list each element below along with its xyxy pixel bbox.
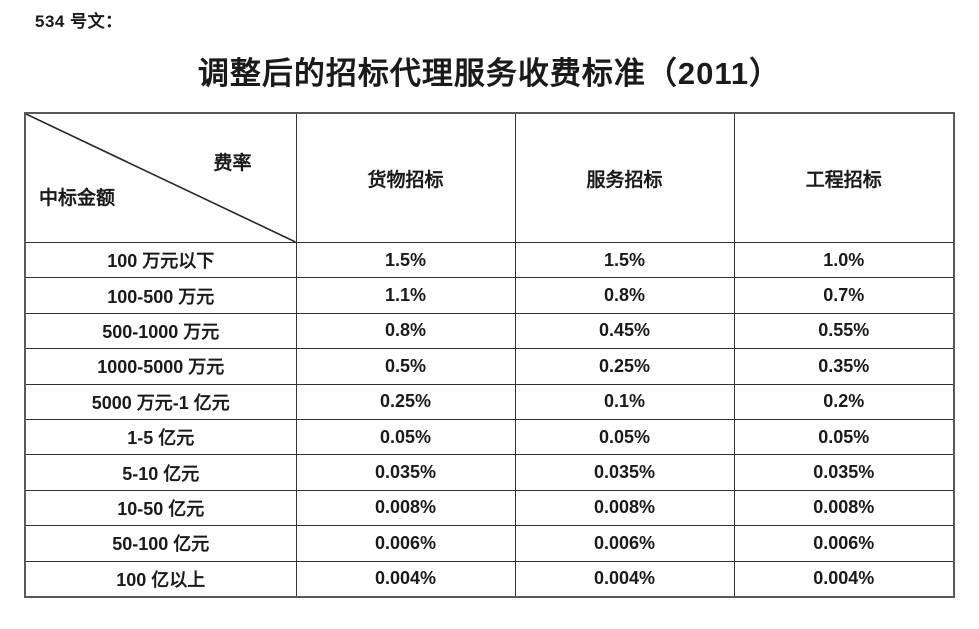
rate-cell: 0.035%: [514, 454, 735, 491]
rate-cell: 0.05%: [514, 418, 735, 456]
amount-range-cell: 100 万元以下: [24, 241, 297, 279]
column-header-goods-tender: 货物招标: [295, 112, 516, 243]
table-row: 10-50 亿元 0.008% 0.008% 0.008%: [24, 489, 955, 527]
amount-range-cell: 100-500 万元: [24, 277, 297, 314]
rate-cell: 1.5%: [514, 241, 735, 279]
rate-cell: 0.55%: [733, 312, 955, 350]
amount-range-cell: 50-100 亿元: [24, 525, 297, 562]
rate-cell: 0.008%: [733, 489, 955, 527]
rate-cell: 0.45%: [514, 312, 735, 350]
rate-cell: 0.2%: [733, 383, 955, 420]
rate-cell: 0.004%: [514, 560, 735, 598]
rate-cell: 0.8%: [514, 277, 735, 314]
rate-cell: 0.1%: [514, 383, 735, 420]
amount-range-cell: 1-5 亿元: [24, 418, 297, 456]
doc-number-label: 534 号文：: [35, 12, 123, 31]
table-row: 1000-5000 万元 0.5% 0.25% 0.35%: [24, 348, 955, 385]
column-header-engineering-tender: 工程招标: [733, 112, 955, 243]
table-row: 1-5 亿元 0.05% 0.05% 0.05%: [24, 418, 955, 456]
rate-cell: 0.006%: [514, 525, 735, 562]
table-row: 5-10 亿元 0.035% 0.035% 0.035%: [24, 454, 955, 491]
diagonal-divider-line: [26, 114, 296, 242]
diagonal-header-cell: 费率 中标金额: [24, 112, 297, 243]
header-row: 费率 中标金额 货物招标 服务招标 工程招标: [24, 112, 955, 243]
amount-axis-label: 中标金额: [39, 188, 116, 209]
rate-cell: 0.5%: [295, 348, 516, 385]
column-header-service-tender: 服务招标: [514, 112, 735, 243]
table-header: 费率 中标金额 货物招标 服务招标 工程招标: [24, 112, 955, 243]
fee-rate-table: 费率 中标金额 货物招标 服务招标 工程招标 100 万元以下 1.5% 1.5…: [24, 112, 955, 598]
amount-range-cell: 10-50 亿元: [24, 489, 297, 527]
table-row: 5000 万元-1 亿元 0.25% 0.1% 0.2%: [24, 383, 955, 420]
rate-cell: 0.006%: [295, 525, 516, 562]
rate-cell: 0.25%: [295, 383, 516, 420]
page-title: 调整后的招标代理服务收费标准（2011）: [197, 56, 782, 91]
rate-cell: 0.35%: [733, 348, 955, 385]
rate-cell: 1.1%: [295, 277, 516, 314]
rate-cell: 0.008%: [295, 489, 516, 527]
rate-cell: 0.8%: [295, 312, 516, 350]
rate-cell: 0.004%: [295, 560, 516, 598]
rate-cell: 0.035%: [733, 454, 955, 491]
rate-cell: 1.0%: [733, 241, 955, 279]
rate-cell: 0.035%: [295, 454, 516, 491]
table-row: 100 亿以上 0.004% 0.004% 0.004%: [24, 560, 955, 598]
rate-cell: 0.05%: [733, 418, 955, 456]
rate-cell: 0.004%: [733, 560, 955, 598]
rate-cell: 0.7%: [733, 277, 955, 314]
amount-range-cell: 1000-5000 万元: [24, 348, 297, 385]
table-row: 100-500 万元 1.1% 0.8% 0.7%: [24, 277, 955, 314]
amount-range-cell: 100 亿以上: [24, 560, 297, 598]
amount-range-cell: 500-1000 万元: [24, 312, 297, 350]
rate-axis-label: 费率: [213, 153, 252, 174]
rate-cell: 0.25%: [514, 348, 735, 385]
table-row: 500-1000 万元 0.8% 0.45% 0.55%: [24, 312, 955, 350]
rate-cell: 0.008%: [514, 489, 735, 527]
table-row: 100 万元以下 1.5% 1.5% 1.0%: [24, 241, 955, 279]
rate-cell: 1.5%: [295, 241, 516, 279]
amount-range-cell: 5-10 亿元: [24, 454, 297, 491]
table-row: 50-100 亿元 0.006% 0.006% 0.006%: [24, 525, 955, 562]
rate-cell: 0.006%: [733, 525, 955, 562]
table-body: 100 万元以下 1.5% 1.5% 1.0% 100-500 万元 1.1% …: [24, 241, 955, 598]
rate-cell: 0.05%: [295, 418, 516, 456]
amount-range-cell: 5000 万元-1 亿元: [24, 383, 297, 420]
